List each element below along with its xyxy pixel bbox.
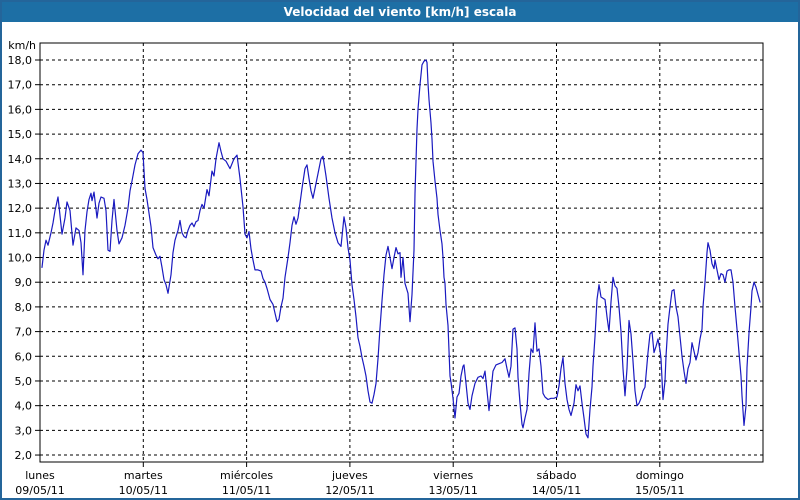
svg-text:2,0: 2,0 [15, 449, 33, 462]
svg-text:16,0: 16,0 [8, 103, 33, 116]
svg-text:14,0: 14,0 [8, 153, 33, 166]
svg-text:3,0: 3,0 [15, 424, 33, 437]
day-name-label: lunes [25, 469, 55, 482]
svg-text:11,0: 11,0 [8, 227, 33, 240]
wind-speed-line [41, 59, 761, 439]
svg-text:6,0: 6,0 [15, 350, 33, 363]
day-date-label: 15/05/11 [635, 484, 684, 497]
svg-text:17,0: 17,0 [8, 79, 33, 92]
title-bar: Velocidad del viento [km/h] escala [2, 2, 798, 22]
y-axis-labels: 18,0 17,0 16,0 15,0 14,0 13,0 12,0 11,0 10,0 9,0 8… [8, 39, 37, 462]
day-date-label: 13/05/11 [428, 484, 477, 497]
svg-text:15,0: 15,0 [8, 128, 33, 141]
day-name-label: viernes [433, 469, 473, 482]
day-name-label: martes [124, 469, 163, 482]
svg-text:4,0: 4,0 [15, 400, 33, 413]
svg-text:8,0: 8,0 [15, 301, 33, 314]
day-name-label: sábado [537, 469, 577, 482]
svg-text:13,0: 13,0 [8, 177, 33, 190]
gridlines [40, 43, 763, 462]
day-name-label: jueves [331, 469, 368, 482]
x-axis-labels: lunes 09/05/11 martes 10/05/11 miércoles 11/0… [15, 469, 684, 497]
svg-text:7,0: 7,0 [15, 326, 33, 339]
axis-ticks [35, 59, 661, 467]
day-name-label: domingo [636, 469, 684, 482]
svg-text:9,0: 9,0 [15, 276, 33, 289]
svg-text:10,0: 10,0 [8, 252, 33, 265]
svg-text:18,0: 18,0 [8, 54, 33, 67]
svg-text:12,0: 12,0 [8, 202, 33, 215]
y-axis-unit-label: km/h [8, 39, 36, 52]
page-title: Velocidad del viento [km/h] escala [283, 5, 517, 19]
day-date-label: 11/05/11 [222, 484, 271, 497]
plot-frame [39, 42, 764, 463]
day-name-label: miércoles [220, 469, 273, 482]
svg-text:5,0: 5,0 [15, 375, 33, 388]
day-date-label: 10/05/11 [119, 484, 168, 497]
day-date-label: 09/05/11 [15, 484, 64, 497]
day-date-label: 14/05/11 [532, 484, 581, 497]
day-date-label: 12/05/11 [325, 484, 374, 497]
